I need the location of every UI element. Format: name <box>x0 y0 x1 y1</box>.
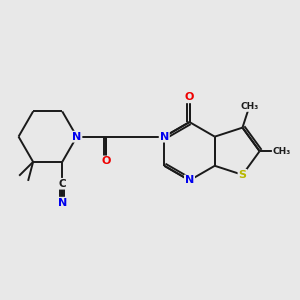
Text: CH₃: CH₃ <box>272 147 291 156</box>
Text: O: O <box>185 92 194 102</box>
Text: N: N <box>58 198 67 208</box>
Text: CH₃: CH₃ <box>240 102 258 111</box>
Text: O: O <box>101 156 111 167</box>
Text: S: S <box>238 170 247 180</box>
Text: N: N <box>160 132 169 142</box>
Text: C: C <box>58 179 66 189</box>
Text: N: N <box>72 132 82 142</box>
Text: N: N <box>185 176 194 185</box>
